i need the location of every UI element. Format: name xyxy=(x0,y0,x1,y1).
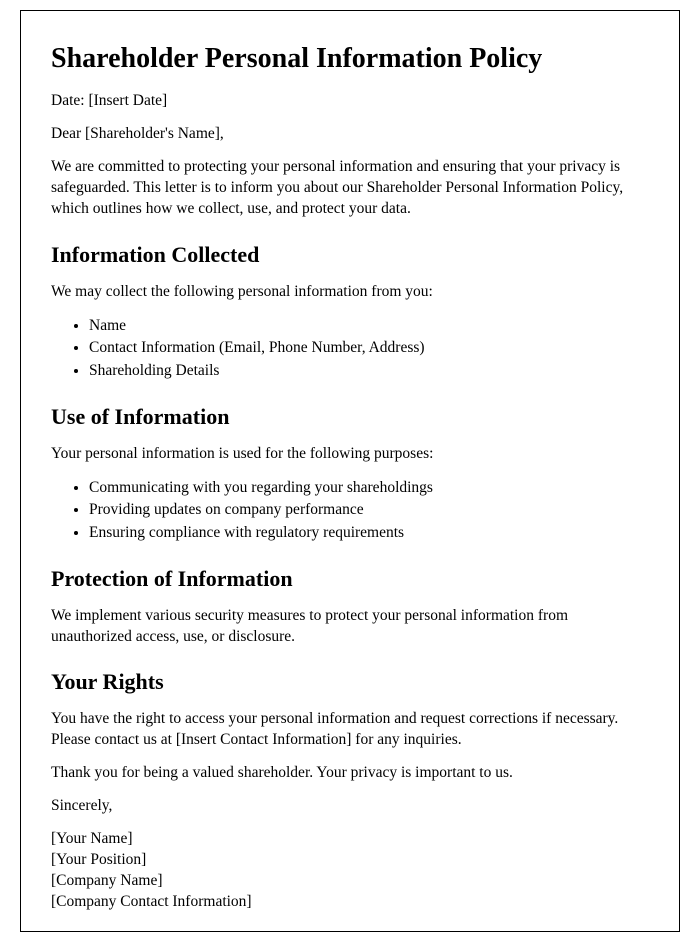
section-body-rights: You have the right to access your person… xyxy=(51,709,649,751)
list-item: Communicating with you regarding your sh… xyxy=(89,477,649,499)
document-page: Shareholder Personal Information Policy … xyxy=(20,10,680,932)
list-collected: Name Contact Information (Email, Phone N… xyxy=(51,315,649,382)
list-use: Communicating with you regarding your sh… xyxy=(51,477,649,544)
closing: Sincerely, xyxy=(51,796,649,817)
list-item: Providing updates on company performance xyxy=(89,499,649,521)
signature-contact: [Company Contact Information] xyxy=(51,892,649,913)
page-title: Shareholder Personal Information Policy xyxy=(51,43,649,75)
list-item: Ensuring compliance with regulatory requ… xyxy=(89,522,649,544)
intro-paragraph: We are committed to protecting your pers… xyxy=(51,157,649,220)
list-item: Name xyxy=(89,315,649,337)
section-lead-use: Your personal information is used for th… xyxy=(51,444,649,465)
signature-company: [Company Name] xyxy=(51,871,649,892)
signature-name: [Your Name] xyxy=(51,829,649,850)
salutation: Dear [Shareholder's Name], xyxy=(51,124,649,145)
section-lead-collected: We may collect the following personal in… xyxy=(51,282,649,303)
section-heading-rights: Your Rights xyxy=(51,669,649,695)
section-body-protection: We implement various security measures t… xyxy=(51,606,649,648)
list-item: Contact Information (Email, Phone Number… xyxy=(89,337,649,359)
thanks-paragraph: Thank you for being a valued shareholder… xyxy=(51,763,649,784)
section-heading-use: Use of Information xyxy=(51,404,649,430)
section-heading-collected: Information Collected xyxy=(51,242,649,268)
date-line: Date: [Insert Date] xyxy=(51,91,649,112)
signature-position: [Your Position] xyxy=(51,850,649,871)
section-heading-protection: Protection of Information xyxy=(51,566,649,592)
list-item: Shareholding Details xyxy=(89,360,649,382)
